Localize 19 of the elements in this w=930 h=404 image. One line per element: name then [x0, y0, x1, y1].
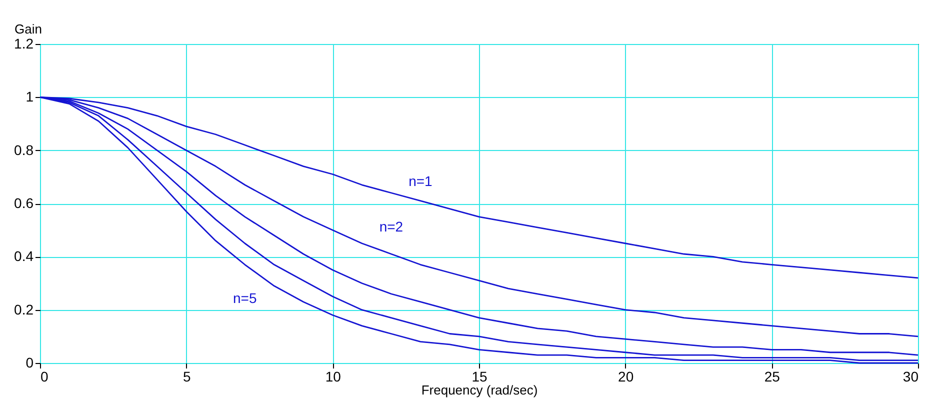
x-tick-label: 30: [902, 368, 919, 384]
x-tick-label: 15: [472, 368, 488, 384]
series-label: n=1: [408, 173, 433, 190]
y-tick-label: 0.4: [14, 248, 34, 264]
x-tick-label: 5: [182, 368, 191, 384]
y-tick-label: 0: [26, 354, 34, 370]
x-axis-title: Frequency (rad/sec): [421, 382, 538, 398]
y-tick-label: 1.2: [14, 36, 34, 52]
y-axis-title: Gain: [14, 22, 42, 36]
y-tick-label: 0.8: [14, 142, 34, 158]
y-tick-label: 0.6: [14, 195, 34, 211]
y-tick-label: 1: [26, 88, 34, 105]
x-tick-label: 20: [618, 368, 634, 384]
x-tick-label: 0: [40, 368, 48, 384]
x-tick-label: 25: [764, 368, 780, 384]
y-tick-label: 0.2: [14, 301, 34, 318]
x-tick-label: 10: [325, 368, 342, 384]
series-label: n=2: [379, 218, 404, 234]
series-label: n=5: [232, 290, 257, 306]
